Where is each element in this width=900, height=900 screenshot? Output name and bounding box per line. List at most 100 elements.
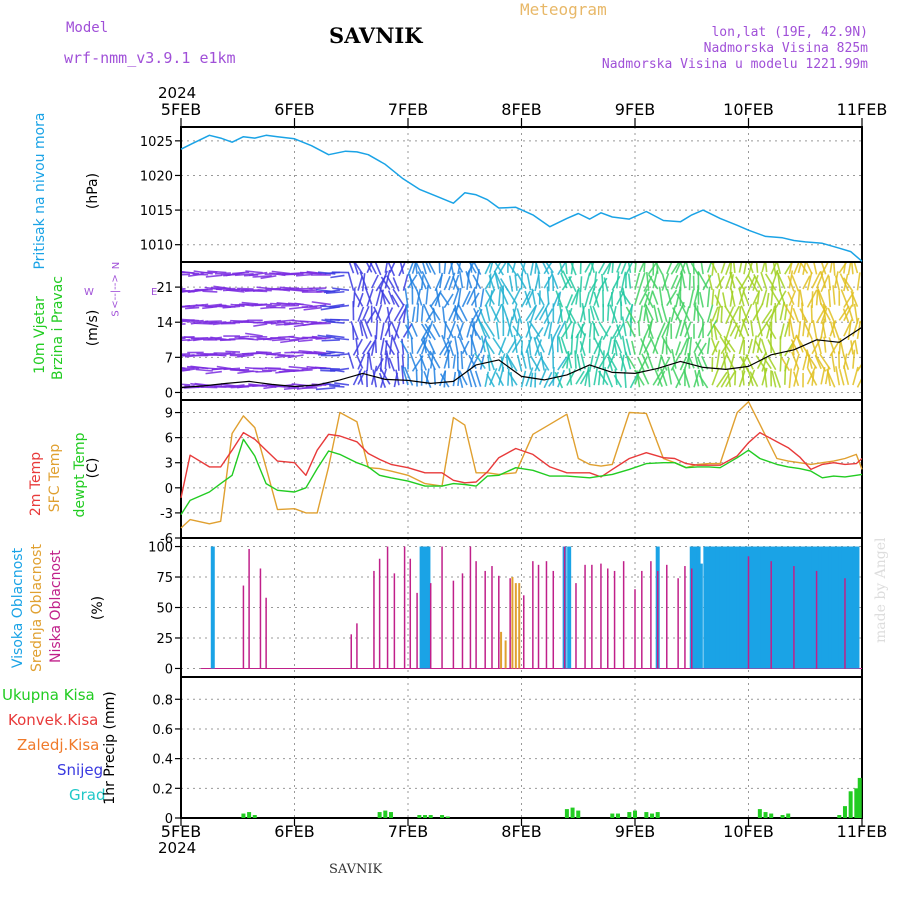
wind-barb [807,367,818,386]
wind-barb [761,308,773,324]
wind-barb [820,318,826,339]
wind-barb [767,339,777,356]
precip-bar [252,815,257,818]
wind-barb [638,305,644,322]
high-cloud-bar [804,546,809,669]
wind-barb [853,303,859,324]
wind-barb [788,270,794,289]
wind-barb [438,262,441,274]
wind-barb [529,355,541,372]
low-cloud-bar [259,568,262,669]
wind-barb [306,270,327,275]
wind-barb [566,294,574,309]
wind-barb [753,274,763,292]
high-cloud-bar [426,546,431,669]
wind-barb [756,290,760,305]
wind-barb [575,289,580,305]
wind-barb [656,356,662,372]
wind-barb [697,271,709,289]
low-cloud-bar [409,558,412,669]
wind-barb [432,323,441,338]
wind-barb [387,290,396,305]
wind-barb [675,369,686,389]
wind-barb [425,262,432,273]
wind-barb [654,262,663,275]
wind-barb [456,324,464,341]
low-cloud-bar [429,583,432,669]
wind-barb [384,269,391,289]
wind-barb [385,350,391,369]
high-cloud-bar [760,546,765,669]
wind-barb [534,262,538,274]
wind-barb [361,306,370,322]
wind-barb [448,305,457,322]
wind-barb [276,319,295,323]
wind-barb [565,306,573,324]
mid-cloud-bar [514,583,517,669]
wind-barb [380,276,391,290]
wind-barb [499,287,509,305]
high-cloud-bar [855,546,860,669]
compass-w: W [84,287,94,298]
wind-barb [312,322,331,325]
wind-barb [202,290,218,293]
wind-barb [270,337,286,340]
wind-barb [637,357,645,372]
wind-barb [478,306,486,324]
wind-barb [761,262,766,273]
high-cloud-bar [831,546,836,669]
wind-barb [584,291,591,308]
precip-legend-total: Ukupna Kisa [2,686,95,704]
wind-barb [205,370,222,375]
low-cloud-bar [691,568,693,669]
wind-barb [829,262,833,273]
low-cloud-bar [641,570,643,669]
precip-bar [610,813,615,818]
wind-barb [839,273,850,292]
wind-barb [209,353,227,357]
wind-barb [526,273,532,291]
y-tick-label: 50 [156,602,173,617]
precip-bar [757,809,762,818]
wind-barb [760,338,768,356]
wind-barb [466,321,473,338]
wind-barb [847,321,852,341]
wind-barb [408,275,418,291]
precip-bar [633,810,637,818]
wind-barb [317,351,336,356]
wind-barb [498,337,507,356]
wind-barb [298,349,313,353]
low-cloud-bar [545,561,548,669]
wind-barb [561,320,573,338]
wind-barb [638,272,646,290]
wind-barb [842,365,850,386]
elevation-label: Nadmorska Visina 825m [703,41,868,56]
model-elevation-label: Nadmorska Visina u modelu 1221.99m [601,57,868,72]
wind-barb [711,306,719,322]
wind-barb [192,273,209,276]
low-cloud-bar [393,573,396,669]
wind-barb [838,305,850,321]
wind-barb [510,372,514,387]
wind-barb [696,356,704,372]
compass-e: E [151,287,158,298]
wind-barb [391,294,400,308]
low-cloud-bar [666,564,668,669]
wind-barb [379,368,388,388]
wind-barb [236,354,254,358]
wind-barb [830,353,836,373]
wind-barb [559,262,564,274]
wind-barb [493,262,502,273]
high-cloud-bar [698,563,703,669]
wind-barb [698,375,709,389]
wind-barb [555,290,564,308]
wind-barb [195,368,213,372]
wind-barb [581,302,586,321]
y-tick-label: 9 [165,407,173,422]
wind-barb [842,277,854,293]
wind-barb [656,322,666,340]
low-cloud-bar [469,546,472,669]
wind-barb [590,262,595,273]
wind-barb [378,286,391,305]
wind-barb [395,369,400,386]
